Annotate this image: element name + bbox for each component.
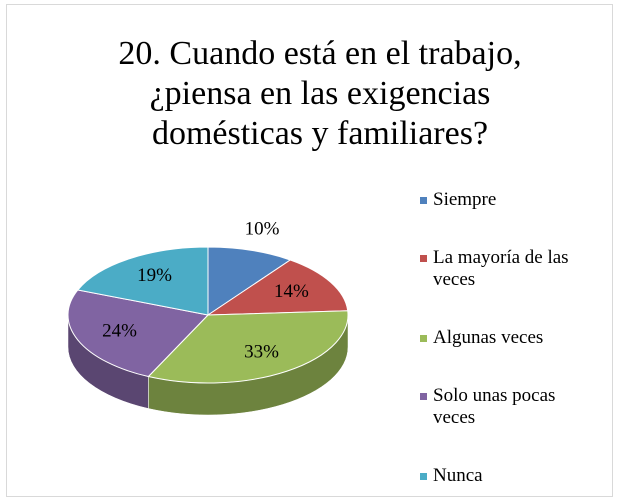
slice: [147, 310, 349, 384]
legend-item: Solo unas pocas veces: [420, 385, 590, 429]
data-label: 24%: [102, 320, 137, 341]
legend-item: Algunas veces: [420, 327, 590, 349]
legend-label: Nunca: [433, 465, 483, 486]
legend-swatch: [420, 473, 427, 480]
legend-item: La mayoría de las veces: [420, 247, 590, 291]
data-label: 19%: [137, 265, 172, 286]
chart-frame: [6, 4, 613, 497]
legend-swatch: [420, 197, 427, 204]
legend-item: Nunca: [420, 465, 590, 487]
legend-swatch: [420, 393, 427, 400]
slice: [206, 259, 349, 316]
data-label: 10%: [245, 219, 280, 240]
slice: [67, 289, 210, 378]
data-label: 14%: [274, 281, 309, 302]
legend-swatch: [420, 335, 427, 342]
chart-title: 20. Cuando está en el trabajo, ¿piensa e…: [118, 35, 522, 152]
legend-swatch: [420, 255, 427, 262]
slice: [76, 246, 209, 316]
slice: [207, 246, 292, 316]
data-label: 33%: [244, 342, 279, 363]
legend-label: Siempre: [433, 189, 497, 210]
legend: Siempre La mayoría de las veces Algunas ve…: [420, 189, 590, 487]
legend-label: Algunas veces: [433, 327, 544, 348]
legend-label: Solo unas pocas veces: [433, 385, 556, 428]
legend-label: La mayoría de las veces: [433, 247, 569, 290]
legend-item: Siempre: [420, 189, 590, 211]
